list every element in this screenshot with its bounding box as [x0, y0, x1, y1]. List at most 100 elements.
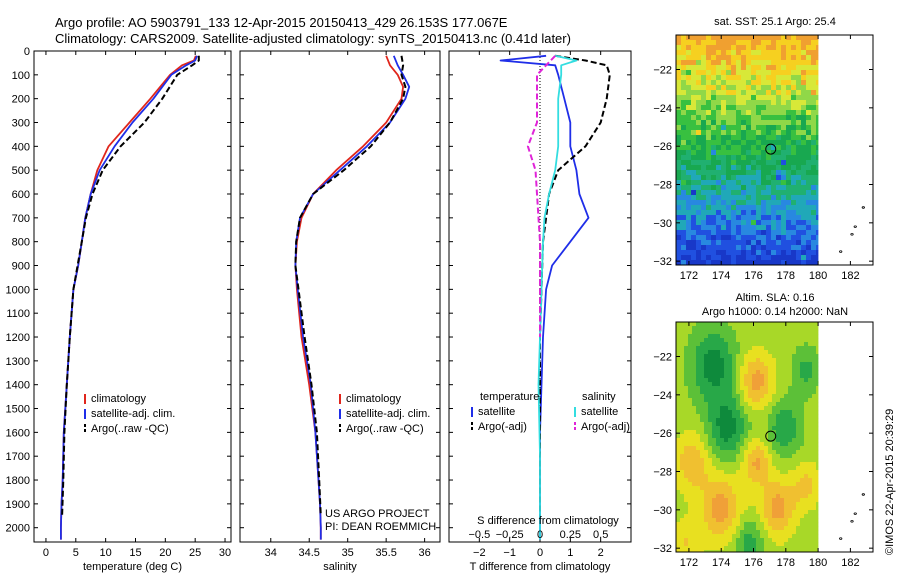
map-cell: [704, 426, 709, 431]
map-cell: [736, 474, 741, 479]
map-cell: [796, 546, 801, 551]
map-cell: [756, 478, 761, 483]
map-cell: [784, 542, 789, 547]
map-cell: [692, 546, 697, 551]
map-cell: [728, 498, 733, 503]
map-cell: [792, 366, 797, 371]
map-cell: [796, 225, 802, 231]
map-cell: [708, 490, 713, 495]
map-cell: [796, 195, 802, 201]
map-cell: [696, 534, 701, 539]
map-cell: [724, 382, 729, 387]
map-cell: [748, 322, 753, 327]
map-cell: [752, 498, 757, 503]
map-cell: [684, 398, 689, 403]
map-cell: [736, 354, 741, 359]
map-cell: [720, 330, 725, 335]
map-cell: [781, 125, 787, 131]
map-cell: [788, 494, 793, 499]
map-cell: [681, 180, 687, 186]
map-cell: [771, 90, 777, 96]
map-cell: [712, 370, 717, 375]
map-cell: [711, 95, 717, 101]
map-cell: [728, 374, 733, 379]
map-cell: [716, 50, 722, 56]
map-cell: [766, 150, 772, 156]
map-cell: [728, 534, 733, 539]
map-cell: [712, 354, 717, 359]
map-cell: [812, 374, 817, 379]
map-cell: [751, 50, 757, 56]
map-cell: [696, 160, 702, 166]
map-cell: [704, 454, 709, 459]
map-cell: [756, 75, 762, 81]
map-cell: [744, 434, 749, 439]
map-cell: [800, 426, 805, 431]
map-cell: [680, 474, 685, 479]
map-cell: [748, 538, 753, 543]
map-cell: [781, 70, 787, 76]
map-cell: [728, 450, 733, 455]
map-cell: [752, 542, 757, 547]
map-cell: [776, 434, 781, 439]
map-cell: [716, 255, 722, 261]
map-cell: [764, 502, 769, 507]
map-cell: [761, 75, 767, 81]
map-cell: [700, 550, 705, 553]
map-cell: [800, 326, 805, 331]
map-cell: [691, 235, 697, 241]
map-cell: [736, 90, 742, 96]
map-cell: [708, 526, 713, 531]
map-cell: [746, 45, 752, 51]
map-cell: [811, 110, 817, 116]
map-cell: [756, 474, 761, 479]
map-cell: [736, 326, 741, 331]
map-cell: [772, 426, 777, 431]
map-cell: [768, 374, 773, 379]
map-cell: [696, 165, 702, 171]
map-cell: [711, 180, 717, 186]
map-cell: [806, 200, 812, 206]
map-cell: [771, 55, 777, 61]
map-cell: [716, 430, 721, 435]
map-cell: [812, 466, 817, 471]
map-cell: [811, 160, 817, 166]
map-cell: [796, 498, 801, 503]
map-cell: [752, 510, 757, 515]
map-cell: [716, 410, 721, 415]
map-cell: [681, 70, 687, 76]
map-cell: [744, 498, 749, 503]
map-cell: [692, 522, 697, 527]
map-cell: [792, 322, 797, 327]
x-tick-label: 176: [744, 270, 762, 282]
map-cell: [700, 442, 705, 447]
map-cell: [816, 530, 819, 535]
map-cell: [696, 494, 701, 499]
map-cell: [680, 502, 685, 507]
map-cell: [796, 486, 801, 491]
map-cell: [680, 362, 685, 367]
map-cell: [726, 90, 732, 96]
map-cell: [732, 342, 737, 347]
map-cell: [772, 470, 777, 475]
map-cell: [744, 546, 749, 551]
map-cell: [711, 105, 717, 111]
map-cell: [721, 125, 727, 131]
map-cell: [816, 382, 819, 387]
map-cell: [740, 454, 745, 459]
map-cell: [761, 135, 767, 141]
map-cell: [681, 250, 687, 256]
map-cell: [792, 542, 797, 547]
map-cell: [816, 502, 819, 507]
map-cell: [696, 458, 701, 463]
map-cell: [691, 210, 697, 216]
map-cell: [740, 378, 745, 383]
map-cell: [761, 45, 767, 51]
map-cell: [816, 334, 819, 339]
map-cell: [811, 165, 817, 171]
map-cell: [806, 225, 812, 231]
map-cell: [744, 398, 749, 403]
map-cell: [764, 526, 769, 531]
map-cell: [776, 338, 781, 343]
map-cell: [696, 255, 702, 261]
